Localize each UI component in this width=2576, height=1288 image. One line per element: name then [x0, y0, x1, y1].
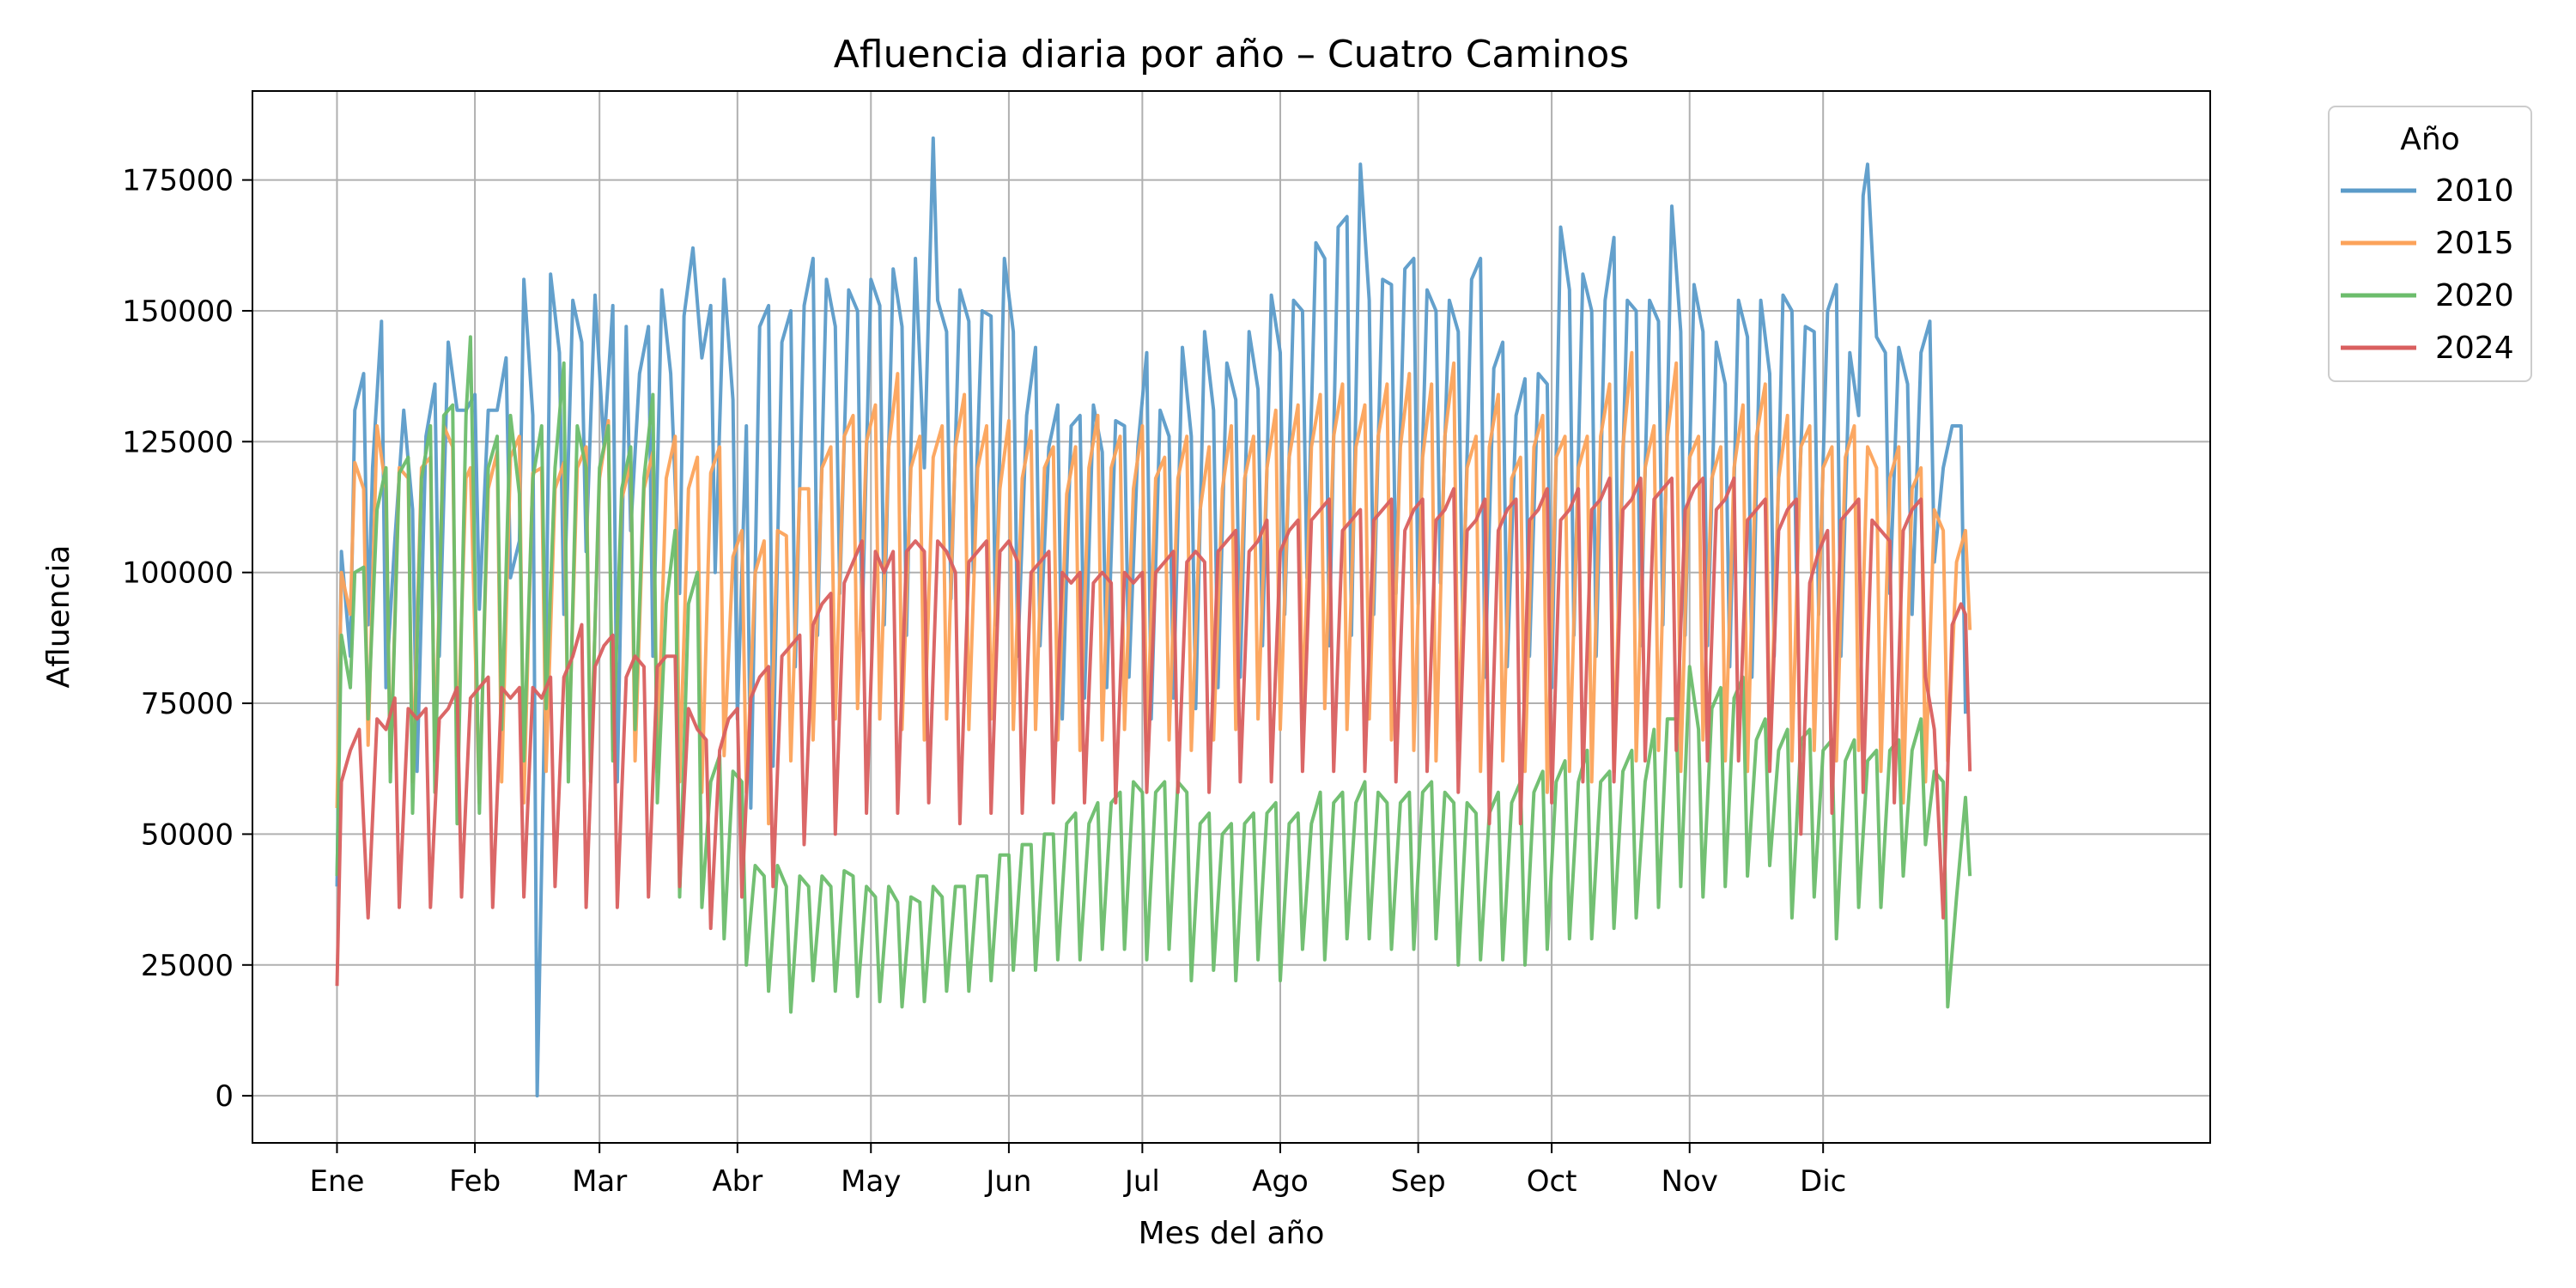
legend-label-2024: 2024 — [2435, 331, 2514, 366]
y-tick-label: 175000 — [122, 164, 234, 198]
series-line-2010 — [335, 136, 1967, 1098]
series-lines — [335, 136, 1972, 1098]
x-tick-label: Mar — [572, 1164, 627, 1199]
legend-label-2020: 2020 — [2435, 278, 2514, 313]
x-tick-label: Ago — [1252, 1164, 1309, 1199]
x-tick-label: Jul — [1123, 1164, 1160, 1199]
y-tick-label: 0 — [215, 1079, 234, 1114]
x-tick-label: Nov — [1662, 1164, 1718, 1199]
y-tick-label: 50000 — [141, 817, 234, 852]
y-tick-label: 100000 — [122, 556, 234, 591]
y-tick-label: 150000 — [122, 295, 234, 329]
x-tick-label: May — [841, 1164, 901, 1199]
legend-items: 2010 2015 2020 2024 — [2341, 173, 2514, 366]
x-tick-label: Oct — [1527, 1164, 1577, 1199]
chart-title: Afluencia diaria por año – Cuatro Camino… — [834, 33, 1629, 76]
legend: Año 2010 2015 2020 2024 — [2328, 106, 2532, 382]
y-tick-label: 125000 — [122, 425, 234, 459]
legend-label-2010: 2010 — [2435, 173, 2514, 209]
legend-title: Año — [2400, 122, 2459, 157]
x-tick-label: Abr — [712, 1164, 762, 1199]
legend-frame — [2328, 106, 2532, 382]
x-tick-label: Sep — [1391, 1164, 1446, 1199]
y-tick-label: 25000 — [141, 949, 234, 983]
x-tick-label: Dic — [1800, 1164, 1846, 1199]
y-tick-label: 75000 — [141, 687, 234, 721]
x-tick-label: Jun — [984, 1164, 1031, 1199]
x-axis-title: Mes del año — [1139, 1216, 1325, 1251]
series-line-2020 — [335, 335, 1972, 1014]
series-line-2024 — [335, 477, 1972, 987]
plot-frame — [252, 90, 2211, 1144]
x-axis-ticks: Ene Feb Mar Abr May Jun Jul Ago Sep Oct Nov Dic — [309, 1143, 1846, 1199]
x-tick-label: Feb — [449, 1164, 501, 1199]
y-axis-title: Afluencia — [41, 545, 76, 689]
y-axis-ticks: 0 25000 50000 75000 100000 125000 150000 175000 — [122, 164, 252, 1114]
legend-label-2015: 2015 — [2435, 226, 2514, 261]
x-tick-label: Ene — [309, 1164, 364, 1199]
